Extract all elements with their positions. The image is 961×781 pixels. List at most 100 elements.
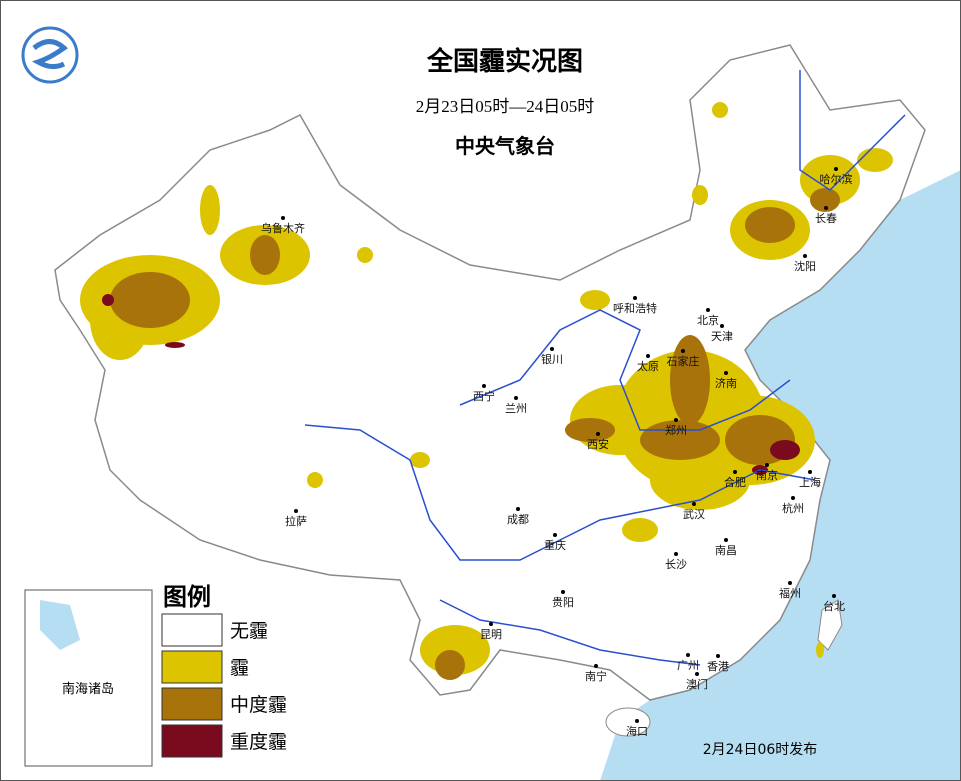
city-label: 澳门: [686, 677, 708, 691]
haze-area: [410, 452, 430, 468]
city-label: 长沙: [665, 558, 687, 571]
city-label: 西宁: [473, 389, 495, 403]
city-dot: [832, 594, 836, 598]
city-dot: [724, 371, 728, 375]
haze-area: [165, 342, 185, 348]
legend-label: 重度霾: [230, 731, 287, 753]
taiwan: [817, 599, 843, 651]
city-dot: [791, 496, 795, 500]
city-label: 呼和浩特: [613, 301, 657, 315]
city-dot: [681, 349, 685, 353]
issued-time: 2月24日06时发布: [703, 742, 818, 758]
haze-area: [770, 440, 800, 460]
city-label: 南宁: [585, 669, 607, 683]
city-dot: [594, 664, 598, 668]
city-dot: [561, 590, 565, 594]
city-label: 福州: [779, 586, 801, 600]
city-dot: [834, 167, 838, 171]
city-label: 哈尔滨: [820, 172, 853, 186]
city-dot: [803, 254, 807, 258]
haze-area: [816, 642, 824, 658]
city-dot: [695, 672, 699, 676]
haze-area: [435, 650, 465, 680]
city-dot: [633, 296, 637, 300]
inset-sea: [40, 600, 80, 650]
city-label: 天津: [711, 330, 733, 343]
legend-label: 霾: [230, 657, 249, 679]
city-label: 拉萨: [285, 514, 307, 528]
haze-area: [307, 472, 323, 488]
haze-area: [250, 235, 280, 275]
legend-label: 无霾: [230, 620, 268, 642]
inset-label: 南海诸岛: [62, 681, 114, 697]
city-label: 成都: [507, 513, 529, 526]
haze-area: [692, 185, 708, 205]
city-dot: [733, 470, 737, 474]
haze-areas: [80, 102, 893, 680]
city-dot: [635, 719, 639, 723]
legend-title: 图例: [163, 583, 211, 611]
issuer: 中央气象台: [455, 134, 555, 158]
haze-area: [650, 450, 750, 510]
legend-swatch: [161, 650, 223, 684]
city-label: 长春: [815, 212, 837, 225]
logo-mark: [31, 39, 68, 70]
city-dot: [553, 533, 557, 537]
city-label: 南京: [756, 468, 778, 482]
city-label: 北京: [697, 313, 719, 327]
city-dot: [674, 552, 678, 556]
city-dot: [808, 470, 812, 474]
city-label: 昆明: [480, 628, 502, 641]
title: 全国霾实况图: [426, 46, 583, 77]
city-dot: [294, 509, 298, 513]
haze-area: [200, 185, 220, 235]
haze-area: [712, 102, 728, 118]
sea: [600, 170, 961, 781]
haze-area: [580, 290, 610, 310]
city-label: 香港: [707, 660, 729, 673]
haze-area: [622, 518, 658, 542]
city-label: 武汉: [683, 508, 705, 521]
city-dot: [514, 396, 518, 400]
legend-label: 中度霾: [230, 694, 287, 716]
city-label: 南昌: [715, 544, 737, 557]
city-label: 石家庄: [667, 354, 700, 368]
city-dot: [824, 206, 828, 210]
city-dot: [482, 384, 486, 388]
city-dot: [646, 354, 650, 358]
haze-area: [857, 148, 893, 172]
city-dot: [706, 308, 710, 312]
haze-area: [102, 294, 114, 306]
haze-area: [110, 272, 190, 328]
city-dot: [788, 581, 792, 585]
city-dot: [596, 432, 600, 436]
city-dot: [720, 324, 724, 328]
city-label: 广州: [677, 659, 699, 672]
haze-area: [810, 188, 840, 212]
city-label: 合肥: [724, 475, 746, 489]
city-dot: [716, 654, 720, 658]
city-label: 西安: [587, 437, 609, 451]
legend-swatch: [161, 724, 223, 758]
city-dot: [516, 507, 520, 511]
city-dot: [674, 418, 678, 422]
city-dot: [765, 463, 769, 467]
haze-area: [565, 418, 615, 442]
legend-swatch: [161, 687, 223, 721]
city-dot: [692, 502, 696, 506]
city-label: 太原: [637, 360, 659, 373]
city-label: 上海: [799, 475, 821, 489]
city-label: 杭州: [782, 501, 804, 515]
city-dot: [489, 622, 493, 626]
haze-area: [745, 207, 795, 243]
haze-area: [670, 335, 710, 425]
haze-area: [357, 247, 373, 263]
city-label: 银川: [541, 352, 563, 366]
city-label: 重庆: [544, 538, 566, 552]
rivers: [304, 70, 906, 666]
city-label: 乌鲁木齐: [261, 221, 305, 235]
city-label: 台北: [823, 599, 845, 613]
